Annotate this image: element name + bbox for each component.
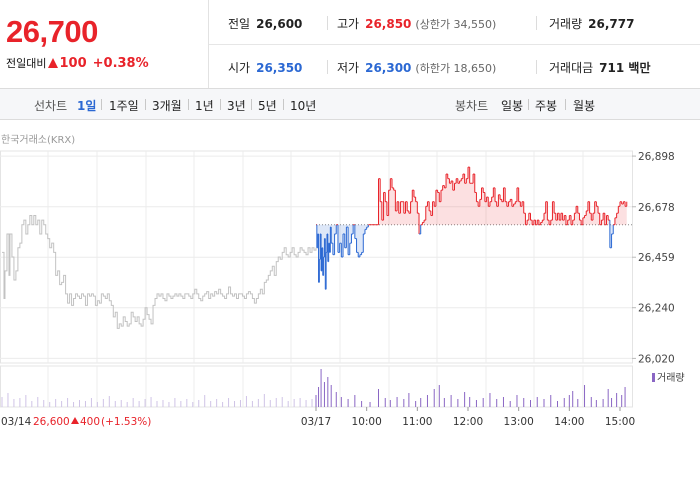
trade-amount: 거래대금 711 백만 [549, 59, 650, 76]
prev-day-close: 26,600 [33, 416, 70, 428]
prev-close-value: 26,600 [256, 17, 303, 31]
volume-label: 거래량 [549, 17, 583, 31]
open-label: 시가 [228, 61, 251, 75]
high-label: 고가 [337, 17, 360, 31]
tab-weekly-candle[interactable]: 주봉 [535, 99, 558, 113]
prev-day-change-pct: (+1.53%) [101, 416, 151, 428]
y-tick-label: 26,678 [638, 202, 675, 214]
prev-close: 전일 26,600 [228, 15, 302, 32]
volume-value: 26,777 [588, 17, 635, 31]
triangle-up-icon [71, 417, 79, 424]
tab-5years[interactable]: 5년 [258, 99, 277, 113]
tab-divider [565, 99, 566, 110]
high-value: 26,850 [365, 17, 412, 31]
prev-close-label: 전일 [228, 17, 251, 31]
low-price: 저가 26,300 (하한가 18,650) [337, 59, 496, 76]
triangle-up-icon [48, 58, 59, 68]
prev-day-date: 03/14 [1, 416, 32, 428]
x-tick-label: 14:00 [554, 416, 584, 428]
x-tick-label: 03/17 [301, 416, 331, 428]
price-change: 전일대비 100 +0.38% [6, 55, 149, 71]
amount-label: 거래대금 [549, 61, 594, 75]
x-tick-label: 10:00 [352, 416, 382, 428]
lower-limit: (하한가 18,650) [415, 62, 497, 75]
amount-value: 711 백만 [599, 61, 651, 75]
current-price: 26,700 [6, 14, 98, 49]
x-tick-label: 13:00 [504, 416, 534, 428]
chart-period-tabs: 선차트 1일 1주일 3개월 1년 3년 5년 10년 봉차트 일봉 주봉 월봉 [0, 89, 700, 120]
line-chart-label: 선차트 [34, 99, 68, 113]
tab-divider [145, 99, 146, 110]
y-tick-label: 26,240 [638, 303, 675, 315]
tab-divider [251, 99, 252, 110]
y-tick-label: 26,459 [638, 252, 675, 264]
tab-divider [528, 99, 529, 110]
tab-3years[interactable]: 3년 [227, 99, 246, 113]
prev-day-change: 400 [80, 416, 100, 428]
tab-divider [101, 99, 102, 110]
separator [327, 16, 328, 30]
low-label: 저가 [337, 61, 360, 75]
tab-10years[interactable]: 10년 [290, 99, 317, 113]
tab-1day[interactable]: 1일 [77, 99, 97, 113]
prev-day-price-line [2, 215, 317, 329]
low-value: 26,300 [365, 61, 412, 75]
volume: 거래량 26,777 [549, 15, 634, 32]
up-area-fill [316, 167, 627, 225]
tab-1year[interactable]: 1년 [195, 99, 214, 113]
tab-divider [283, 99, 284, 110]
y-tick-label: 26,020 [638, 353, 675, 365]
x-tick-label: 11:00 [402, 416, 432, 428]
data-source-label: 한국거래소(KRX) [1, 135, 76, 146]
open-value: 26,350 [256, 61, 303, 75]
volume-legend-label: 거래량 [657, 372, 685, 384]
change-label: 전일대비 [6, 57, 47, 70]
tab-3months[interactable]: 3개월 [152, 99, 182, 113]
candle-chart-label: 봉차트 [455, 99, 489, 113]
separator [536, 16, 537, 30]
change-percent: +0.38% [92, 56, 149, 71]
separator [327, 60, 328, 74]
tab-monthly-candle[interactable]: 월봉 [573, 99, 596, 113]
high-price: 고가 26,850 (상한가 34,550) [337, 15, 496, 32]
upper-limit: (상한가 34,550) [415, 18, 497, 31]
x-tick-label: 12:00 [453, 416, 483, 428]
tab-1week[interactable]: 1주일 [109, 99, 139, 113]
x-tick-label: 15:00 [605, 416, 635, 428]
current-price-box: 26,700 전일대비 100 +0.38% [0, 0, 209, 88]
quote-row-divider [209, 44, 700, 45]
volume-legend-swatch [652, 373, 655, 382]
change-value: 100 [59, 56, 87, 71]
tab-divider [220, 99, 221, 110]
tab-divider [188, 99, 189, 110]
separator [536, 60, 537, 74]
y-tick-label: 26,898 [638, 151, 675, 163]
tab-daily-candle[interactable]: 일봉 [501, 99, 524, 113]
quote-panel: 26,700 전일대비 100 +0.38% 전일 26,600 고가 26,850 (상… [0, 0, 700, 89]
open-price: 시가 26,350 [228, 59, 302, 76]
